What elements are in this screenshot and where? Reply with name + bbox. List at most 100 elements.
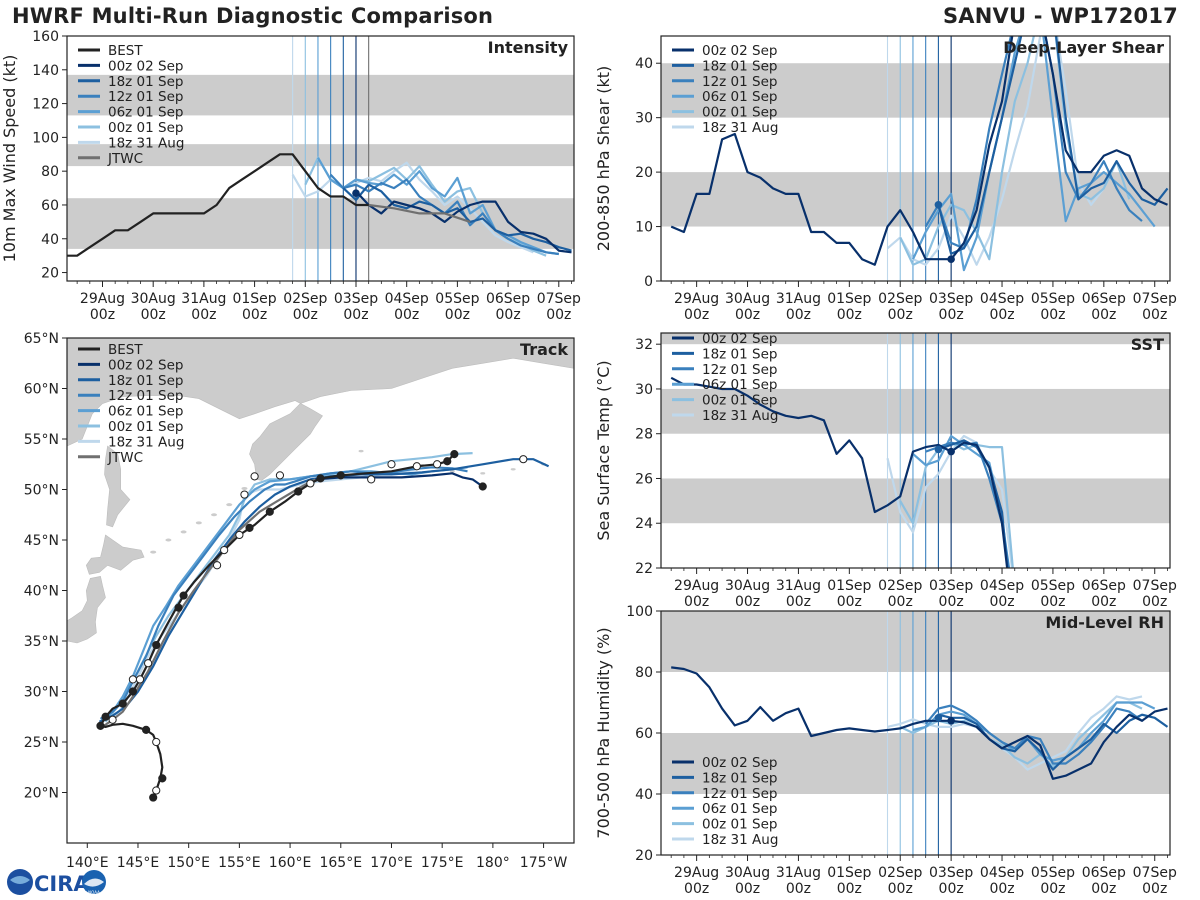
best-position-marker: [149, 793, 158, 802]
track-00z-02-sep: [315, 472, 484, 488]
x-tick-label: 30Aug: [725, 291, 770, 307]
x-tick-label: 00z: [888, 307, 913, 323]
legend-label: 00z 01 Sep: [702, 817, 777, 833]
marker-18z-01-sep: [934, 200, 943, 209]
panel-title: SST: [1131, 335, 1164, 354]
x-tick-label: 00z: [546, 307, 571, 323]
series-18z-01-sep: [937, 36, 1169, 255]
best-position-open-marker: [128, 675, 138, 684]
lon-tick-label: 180°: [476, 855, 510, 871]
legend-label: 18z 01 Sep: [702, 346, 777, 362]
plot-area: [661, 333, 1170, 568]
axes-frame: [660, 332, 1171, 569]
aleutian-island: [510, 468, 516, 471]
x-tick-label: 02Sep: [283, 291, 327, 307]
best-position-marker: [158, 774, 167, 783]
x-tick-label: 00z: [684, 881, 709, 897]
y-axis-label: Sea Surface Temp (°C): [594, 360, 613, 540]
x-tick-label: 02Sep: [878, 578, 922, 594]
x-tick-label: 01Sep: [827, 865, 871, 881]
x-tick-label: 00z: [735, 307, 760, 323]
best-position-open-marker: [152, 786, 161, 795]
x-tick-label: 03Sep: [929, 291, 973, 307]
best-position-marker: [245, 523, 254, 532]
series-00z-02-sep: [670, 376, 1009, 568]
legend-label: JTWC: [107, 151, 143, 167]
land-hokkaido: [85, 534, 145, 575]
best-position-open-marker: [108, 715, 117, 724]
legend-label: 18z 01 Sep: [702, 770, 777, 786]
x-tick-label: 00z: [939, 307, 964, 323]
lat-tick-label: 55°N: [24, 432, 59, 448]
land-sakhalin: [104, 445, 131, 528]
x-tick-label: 00z: [496, 307, 521, 323]
series-00z-01-sep: [899, 36, 1131, 266]
plot-area: [661, 611, 1170, 855]
series-jtwc: [368, 203, 471, 223]
x-tick-label: 00z: [684, 594, 709, 610]
lon-tick-label: 165°E: [319, 855, 362, 871]
series-18z-01-sep: [342, 183, 572, 252]
series-06z-01-sep: [317, 157, 559, 256]
series-12z-01-sep: [924, 704, 1143, 765]
legend-label: 18z 31 Aug: [108, 434, 184, 450]
legend-label: 00z 02 Sep: [702, 43, 777, 59]
best-position-open-marker: [306, 479, 315, 488]
marker-18z-01-sep: [934, 713, 943, 722]
land-honshu: [67, 576, 106, 644]
best-position-marker: [478, 482, 487, 491]
best-position-open-marker: [220, 546, 229, 555]
y-tick-label: 160: [32, 29, 59, 45]
x-tick-label: 00z: [293, 307, 318, 323]
x-tick-label: 07Sep: [1133, 865, 1177, 881]
lat-tick-label: 45°N: [24, 533, 59, 549]
x-tick-label: 30Aug: [725, 865, 770, 881]
x-tick-label: 00z: [989, 881, 1014, 897]
legend-label: 18z 31 Aug: [108, 135, 184, 151]
x-tick-label: 03Sep: [929, 865, 973, 881]
legend-label: 12z 01 Sep: [702, 74, 777, 90]
x-tick-label: 00z: [837, 307, 862, 323]
y-axis-label: 700-500 hPa Humidity (%): [594, 627, 613, 838]
x-tick-label: 00z: [1040, 594, 1065, 610]
x-tick-label: 00z: [735, 594, 760, 610]
legend-label: JTWC: [107, 450, 143, 466]
lat-tick-label: 40°N: [24, 584, 59, 600]
panel-sst: 22242628303229Aug00z30Aug00z31Aug00z01Se…: [594, 331, 1177, 610]
best-position-open-marker: [250, 472, 259, 481]
x-tick-label: 05Sep: [1031, 291, 1075, 307]
x-tick-label: 00z: [684, 307, 709, 323]
x-tick-label: 04Sep: [385, 291, 429, 307]
best-position-marker: [265, 507, 274, 516]
marker-00z-02-sep: [947, 717, 955, 725]
best-position-open-marker: [144, 659, 153, 668]
y-tick-label: 26: [635, 471, 653, 487]
track-18z-01-sep: [98, 458, 550, 723]
lat-tick-label: 20°N: [24, 786, 59, 802]
legend-label: 18z 31 Aug: [702, 408, 778, 424]
track-06z-01-sep: [101, 466, 468, 723]
aleutian-island: [449, 470, 455, 473]
best-position-marker: [118, 699, 127, 708]
series-best: [67, 153, 369, 257]
legend-label: 00z 01 Sep: [702, 393, 777, 409]
y-tick-label: 32: [635, 337, 653, 353]
lon-tick-label: 155°E: [218, 855, 261, 871]
best-position-marker: [316, 474, 325, 483]
x-tick-label: 29Aug: [674, 578, 719, 594]
x-tick-label: 02Sep: [878, 291, 922, 307]
series-00z-02-sep: [670, 36, 1168, 266]
x-tick-label: 00z: [1040, 307, 1065, 323]
series-06z-01-sep: [912, 701, 1156, 762]
y-tick-label: 10: [635, 220, 653, 236]
kuril-island: [195, 521, 202, 525]
y-tick-label: 120: [32, 97, 59, 113]
lon-tick-label: 175°W: [520, 855, 568, 871]
figure-title: HWRF Multi-Run Diagnostic Comparison: [12, 4, 494, 28]
x-tick-label: 05Sep: [435, 291, 479, 307]
lat-tick-label: 25°N: [24, 735, 59, 751]
x-tick-label: 04Sep: [980, 291, 1024, 307]
